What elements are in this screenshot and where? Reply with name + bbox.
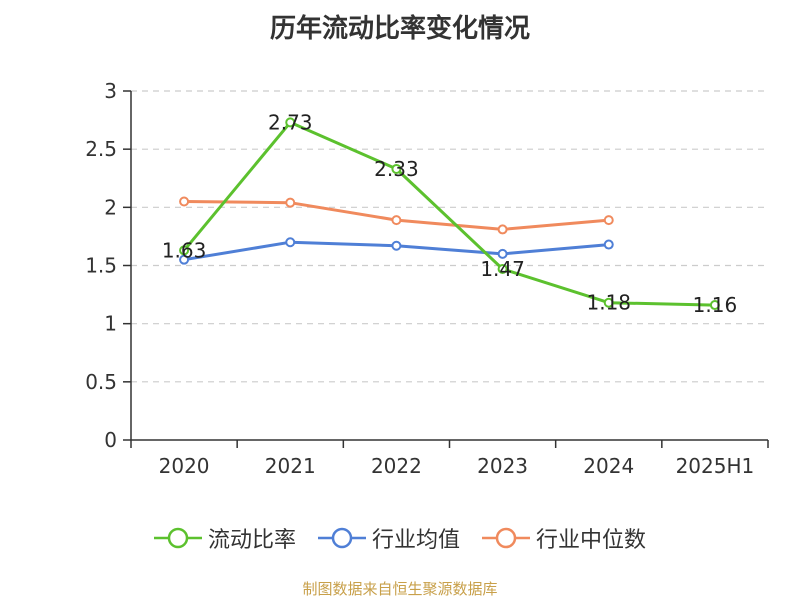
data-point-s1-2020: [179, 254, 190, 265]
data-label-2020: 1.63: [162, 238, 207, 262]
data-point-s1-2023: [497, 248, 508, 259]
legend-item-industry-median[interactable]: 行业中位数: [482, 522, 646, 554]
y-tick-label-0: 0: [104, 428, 117, 452]
data-point-s0-2022: [391, 163, 402, 174]
data-label-2022: 2.33: [374, 157, 419, 181]
data-label-2021: 2.73: [268, 110, 313, 134]
legend: 流动比率 行业均值 行业中位数: [0, 522, 800, 554]
data-point-s2-2022: [391, 215, 402, 226]
legend-label-industry-median: 行业中位数: [536, 528, 647, 553]
data-point-s0-2023: [497, 263, 508, 274]
data-point-s1-2024: [603, 239, 614, 250]
legend-swatch-industry-median: [482, 527, 530, 549]
legend-swatch-current-ratio: [153, 527, 202, 549]
data-point-s0-2025H1: [709, 300, 720, 311]
data-label-2023: 1.47: [480, 257, 525, 281]
legend-label-industry-mean: 行业均值: [371, 528, 460, 553]
series-line-0: [182, 120, 715, 307]
data-point-s2-2020: [179, 196, 190, 207]
data-point-s2-2023: [497, 224, 508, 235]
y-tick-label-3: 1.5: [85, 254, 117, 278]
data-point-s0-2020: [179, 245, 190, 256]
data-point-s2-2021: [285, 197, 296, 208]
data-point-s1-2022: [391, 240, 402, 251]
series-lines: [179, 117, 720, 311]
x-tick-label-2022: 2022: [371, 454, 422, 478]
x-tick-label-2020: 2020: [159, 454, 210, 478]
chart-title: 历年流动比率变化情况: [269, 14, 530, 44]
legend-label-current-ratio: 流动比率: [207, 528, 296, 553]
y-tick-label-4: 2: [104, 195, 117, 219]
axes: 0 0.5 1 1.5 2 2.5 3 2020 2021 2022 2023 2024 2025H1: [85, 79, 769, 478]
data-point-s2-2024: [603, 215, 614, 226]
source-note: 制图数据来自恒生聚源数据库: [302, 580, 498, 598]
y-tick-label-2: 1: [104, 312, 117, 336]
data-point-s0-2024: [603, 297, 614, 308]
y-tick-label-5: 2.5: [85, 137, 117, 161]
x-tick-label-2023: 2023: [477, 454, 528, 478]
x-tick-label-2025H1: 2025H1: [676, 454, 755, 478]
data-label-2025H1: 1.16: [693, 293, 738, 317]
x-tick-label-2024: 2024: [583, 454, 634, 478]
legend-item-current-ratio[interactable]: 流动比率: [153, 522, 296, 554]
x-tick-label-2021: 2021: [265, 454, 316, 478]
y-tick-label-6: 3: [104, 79, 117, 103]
data-point-s1-2021: [285, 237, 296, 248]
data-labels: 1.63 2.73 2.33 1.47 1.18 1.16: [162, 110, 737, 317]
legend-swatch-industry-mean: [317, 527, 366, 549]
data-point-s0-2021: [285, 117, 296, 128]
legend-item-industry-mean[interactable]: 行业均值: [317, 522, 460, 554]
y-tick-label-1: 0.5: [85, 370, 117, 394]
data-label-2024: 1.18: [586, 291, 631, 315]
gridlines: [131, 90, 768, 383]
